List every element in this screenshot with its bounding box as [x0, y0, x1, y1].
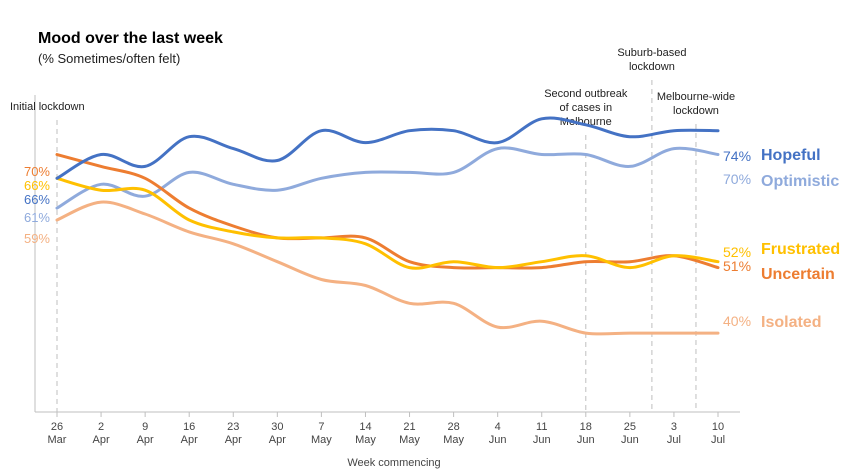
- event-annotation: Suburb-based: [617, 47, 686, 59]
- x-tick-label: 14: [359, 421, 371, 433]
- x-tick-label: 9: [142, 421, 148, 433]
- event-annotation: of cases in: [560, 102, 613, 114]
- x-tick-label: May: [355, 434, 376, 446]
- chart-title: Mood over the last week: [38, 30, 223, 47]
- start-value-label-optimistic: 61%: [24, 210, 50, 225]
- x-tick-label: 4: [495, 421, 501, 433]
- event-annotation: lockdown: [629, 61, 675, 73]
- x-tick-label: 21: [403, 421, 415, 433]
- end-value-label-frustrated: 52%: [723, 244, 751, 260]
- series-line-hopeful: [55, 116, 720, 180]
- x-tick-label: Mar: [48, 434, 67, 446]
- series-name-uncertain: Uncertain: [761, 266, 835, 283]
- event-annotation: Melbourne: [560, 116, 612, 128]
- series-line-frustrated: [55, 176, 720, 270]
- x-tick-label: 2: [98, 421, 104, 433]
- series-line-isolated: [55, 200, 720, 336]
- end-value-label-uncertain: 51%: [723, 258, 751, 274]
- series-line-optimistic: [55, 146, 720, 210]
- x-tick-label: Apr: [181, 434, 198, 446]
- x-tick-label: 3: [671, 421, 677, 433]
- event-annotation: lockdown: [673, 105, 719, 117]
- event-annotation: Initial lockdown: [10, 101, 85, 113]
- start-value-label-frustrated: 66%: [24, 178, 50, 193]
- x-tick-label: Jun: [621, 434, 639, 446]
- x-tick-label: 25: [624, 421, 636, 433]
- x-tick-label: Jun: [533, 434, 551, 446]
- x-tick-label: Apr: [225, 434, 242, 446]
- series-name-optimistic: Optimistic: [761, 173, 839, 190]
- x-tick-label: 7: [318, 421, 324, 433]
- x-axis-label: Week commencing: [347, 457, 440, 469]
- x-tick-label: 18: [580, 421, 592, 433]
- x-tick-label: Apr: [137, 434, 154, 446]
- end-value-label-hopeful: 74%: [723, 148, 751, 164]
- series-name-isolated: Isolated: [761, 314, 821, 331]
- start-value-label-isolated: 59%: [24, 231, 50, 246]
- x-tick-label: Jun: [577, 434, 595, 446]
- x-tick-label: Jul: [711, 434, 725, 446]
- x-tick-label: 11: [536, 421, 547, 433]
- x-tick-label: 30: [271, 421, 283, 433]
- x-tick-label: Apr: [269, 434, 286, 446]
- end-value-label-isolated: 40%: [723, 313, 751, 329]
- x-tick-label: May: [443, 434, 464, 446]
- series-name-frustrated: Frustrated: [761, 241, 840, 258]
- x-tick-label: May: [399, 434, 420, 446]
- x-tick-label: May: [311, 434, 332, 446]
- event-annotation: Second outbreak: [544, 88, 628, 100]
- series-name-hopeful: Hopeful: [761, 147, 821, 164]
- x-tick-label: Apr: [93, 434, 110, 446]
- x-tick-label: 23: [227, 421, 239, 433]
- start-value-label-uncertain: 70%: [24, 164, 50, 179]
- end-value-label-optimistic: 70%: [723, 171, 751, 187]
- x-tick-label: 28: [447, 421, 459, 433]
- x-tick-label: 26: [51, 421, 63, 433]
- x-tick-label: Jun: [489, 434, 507, 446]
- event-annotation: Melbourne-wide: [657, 91, 735, 103]
- start-value-label-hopeful: 66%: [24, 192, 50, 207]
- x-tick-label: 16: [183, 421, 195, 433]
- x-tick-label: Jul: [667, 434, 681, 446]
- x-tick-label: 10: [712, 421, 724, 433]
- chart-subtitle: (% Sometimes/often felt): [38, 51, 181, 66]
